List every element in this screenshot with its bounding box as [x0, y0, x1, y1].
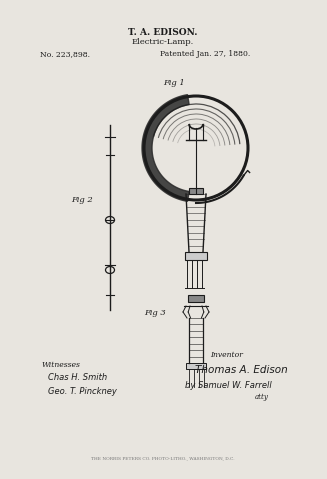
Text: THE NORRIS PETERS CO. PHOTO-LITHO., WASHINGTON, D.C.: THE NORRIS PETERS CO. PHOTO-LITHO., WASH… — [91, 456, 235, 460]
Text: Geo. T. Pinckney: Geo. T. Pinckney — [48, 387, 117, 396]
FancyBboxPatch shape — [185, 252, 207, 260]
FancyBboxPatch shape — [189, 188, 203, 194]
Text: Fig 1: Fig 1 — [163, 79, 185, 87]
Polygon shape — [142, 95, 189, 201]
FancyBboxPatch shape — [186, 363, 206, 369]
Text: Electric-Lamp.: Electric-Lamp. — [132, 38, 194, 46]
Text: atty: atty — [255, 393, 269, 401]
Text: T. A. EDISON.: T. A. EDISON. — [128, 27, 198, 36]
Text: Witnesses: Witnesses — [42, 361, 81, 369]
Text: Patented Jan. 27, 1880.: Patented Jan. 27, 1880. — [160, 50, 250, 58]
Text: by Samuel W. Farrell: by Samuel W. Farrell — [185, 380, 272, 389]
Text: Chas H. Smith: Chas H. Smith — [48, 374, 107, 383]
FancyBboxPatch shape — [188, 295, 204, 302]
Text: No. 223,898.: No. 223,898. — [40, 50, 90, 58]
Text: Fig 3: Fig 3 — [144, 309, 166, 317]
Text: Inventor: Inventor — [210, 351, 243, 359]
Text: Fig 2: Fig 2 — [71, 196, 93, 204]
Text: Thomas A. Edison: Thomas A. Edison — [195, 365, 288, 375]
